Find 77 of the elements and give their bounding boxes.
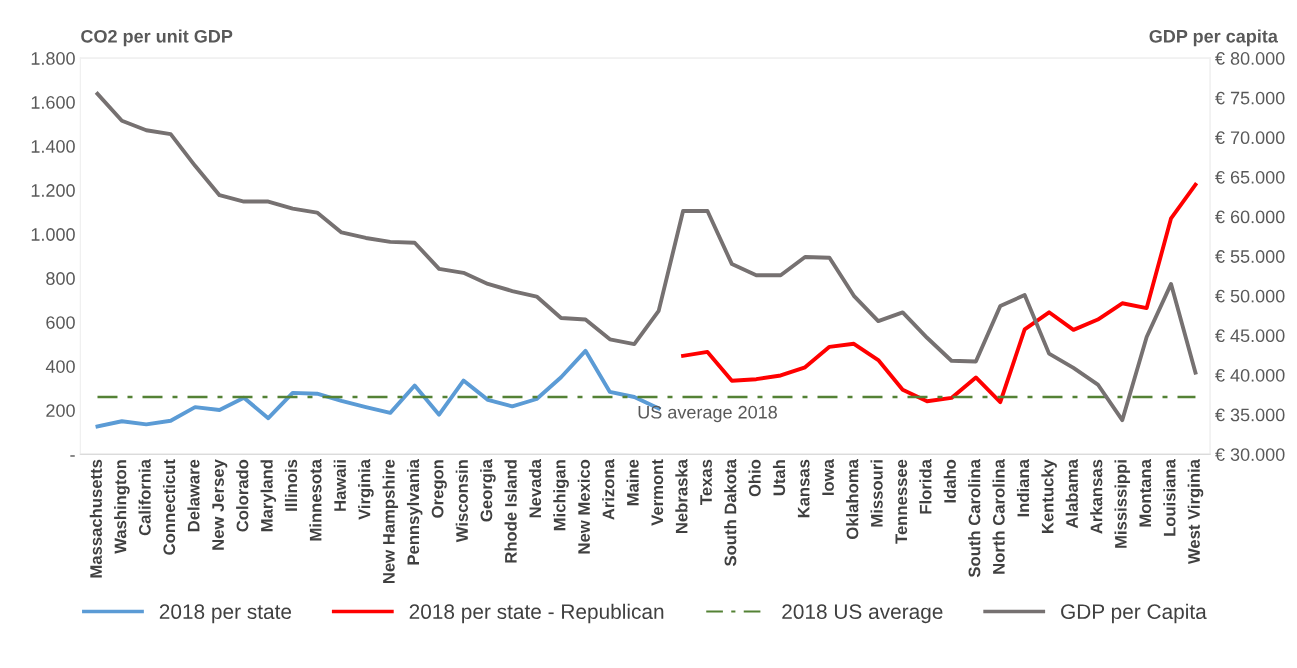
x-tick-label: Pennsylvania — [406, 458, 423, 565]
x-tick-label: Maryland — [260, 460, 277, 532]
x-tick-label: Rhode Island — [504, 460, 517, 563]
y2-tick-label: € 45.000 — [1215, 329, 1285, 343]
x-tick-label: North Carolina — [992, 458, 1005, 574]
y2-tick-label: € 40.000 — [1215, 368, 1285, 382]
y-tick-label: 800 — [46, 272, 75, 285]
x-tick-label: Illinois — [284, 459, 298, 511]
x-tick-label: New Mexico — [577, 459, 590, 554]
x-tick-label: Missouri — [870, 460, 883, 527]
legend-label: 2018 per state — [159, 604, 292, 624]
x-tick-label: Nevada — [528, 458, 542, 518]
x-tick-label: Mississippi — [1114, 460, 1131, 548]
y-tick-label: 1.200 — [31, 184, 75, 197]
x-tick-label: Tennessee — [895, 459, 908, 544]
legend-label: 2018 US average — [782, 604, 943, 624]
y-tick-label: 400 — [45, 360, 75, 373]
y-tick-label: 1.800 — [31, 52, 75, 65]
y2-tick-label: € 50.000 — [1215, 289, 1285, 303]
x-tick-label: Washington — [114, 460, 130, 554]
x-tick-label: Colorado — [236, 459, 249, 532]
x-tick-label: West Virginia — [1187, 458, 1204, 565]
y2-tick-label: € 30.000 — [1215, 448, 1285, 461]
x-tick-label: Nebraska — [675, 458, 688, 534]
x-tick-label: Vermont — [651, 459, 664, 526]
x-tick-label: Texas — [700, 459, 712, 505]
x-tick-label: Iowa — [822, 458, 834, 496]
y2-tick-label: € 35.000 — [1215, 408, 1285, 422]
y-tick-label: 600 — [46, 316, 75, 329]
x-tick-label: Oregon — [431, 460, 447, 518]
x-tick-label: Indiana — [1016, 458, 1030, 517]
x-tick-label: Oklahoma — [846, 458, 859, 539]
x-tick-label: South Carolina — [968, 458, 981, 578]
y2-tick-label: € 70.000 — [1215, 131, 1285, 145]
x-tick-label: Georgia — [480, 458, 496, 522]
x-tick-label: Delaware — [187, 459, 200, 532]
y-axis-title: CO2 per unit GDP — [81, 29, 233, 47]
line-series — [95, 91, 1198, 423]
y2-tick-label: € 80.000 — [1215, 52, 1285, 65]
y-tick-label: 1.000 — [31, 228, 75, 241]
x-tick-label: Utah — [772, 460, 786, 496]
y-tick-label: 1.600 — [31, 96, 75, 109]
annotation: US average 2018 — [638, 405, 777, 423]
x-tick-label: Minnesota — [309, 458, 322, 541]
x-tick-label: New Jersey — [212, 459, 228, 550]
y2-tick-label: € 75.000 — [1215, 91, 1285, 105]
y-tick-label: 200 — [46, 404, 75, 417]
x-tick-label: Florida — [919, 458, 932, 514]
x-tick-label: Arizona — [602, 458, 615, 520]
x-tick-label: South Dakota — [724, 458, 737, 567]
x-tick-label: Massachusetts — [89, 459, 102, 578]
x-tick-label: Arkansas — [1090, 459, 1103, 534]
x-tick-label: Alabama — [1065, 458, 1078, 529]
x-tick-label: Connecticut — [162, 459, 176, 555]
x-tick-label: Montana — [1139, 458, 1152, 527]
y2-axis-title: GDP per capita — [1149, 29, 1278, 47]
y-tick-label: - — [70, 455, 75, 457]
line-series — [681, 182, 1198, 405]
x-tick-label: Kansas — [797, 459, 810, 518]
x-tick-label: California — [138, 458, 151, 536]
x-tick-label: Idaho — [943, 459, 956, 503]
y2-tick-label: € 60.000 — [1215, 210, 1285, 224]
x-tick-label: Maine — [626, 459, 639, 506]
y2-tick-label: € 65.000 — [1215, 170, 1285, 184]
x-tick-label: Wisconsin — [455, 460, 468, 543]
line-series — [95, 348, 661, 429]
x-tick-label: Kentucky — [1041, 459, 1057, 533]
x-tick-label: New Hampshire — [382, 459, 399, 584]
x-tick-label: Hawaii — [333, 460, 346, 511]
x-tick-label: Ohio — [748, 459, 761, 497]
legend-label: 2018 per state - Republican — [409, 603, 664, 624]
x-tick-label: Michigan — [553, 460, 569, 531]
y-tick-label: 1.400 — [31, 140, 75, 153]
legend-label: GDP per Capita — [1061, 603, 1207, 624]
x-tick-label: Louisiana — [1163, 458, 1176, 536]
y2-tick-label: € 55.000 — [1215, 250, 1285, 263]
x-tick-label: Virginia — [358, 458, 374, 520]
